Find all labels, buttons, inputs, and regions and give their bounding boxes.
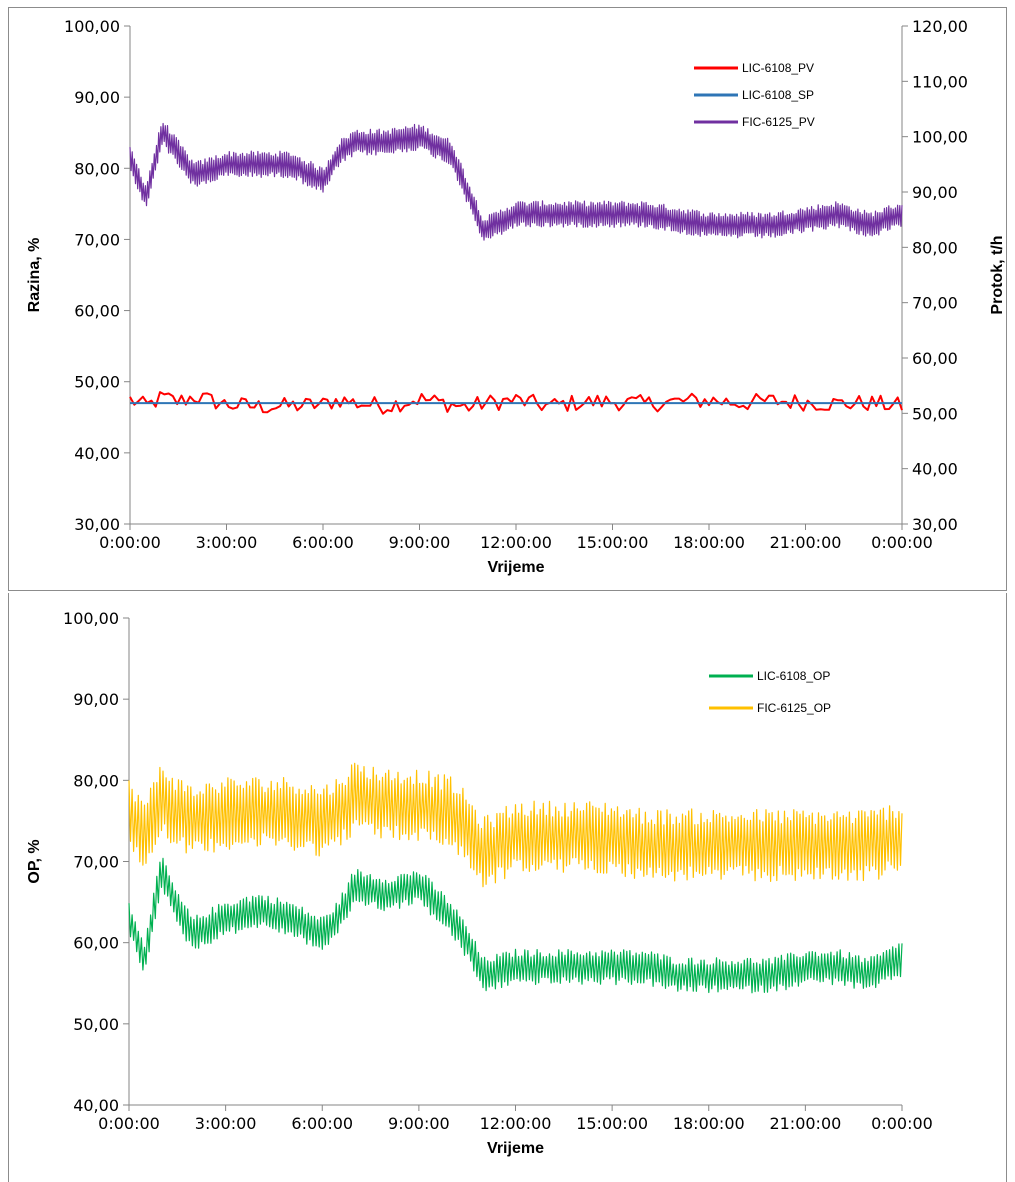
x-tick-label: 21:00:00 — [770, 533, 842, 552]
y2-tick-label: 70,00 — [912, 294, 958, 313]
y-tick-label: 90,00 — [73, 690, 119, 709]
chart-bottom: 40,00 50,00 60,00 70,00 80,00 90,00 100,00 0:00… — [8, 593, 1007, 1182]
y-tick-label: 70,00 — [73, 853, 119, 872]
legend-label: LIC-6108_PV — [742, 61, 814, 75]
series-line-lic-6108-pv — [129, 391, 903, 415]
series-line-lic-6108-op — [128, 857, 903, 994]
chart-top: 30,00 40,00 50,00 60,00 70,00 80,00 90,00 100,0… — [8, 7, 1007, 591]
y-tick-label: 60,00 — [74, 302, 120, 321]
y-axis-title: OP, % — [26, 839, 43, 883]
y-tick-label: 50,00 — [74, 373, 120, 392]
series-line-fic-6125-op — [128, 762, 903, 888]
y2-tick-label: 60,00 — [912, 349, 958, 368]
legend-label: LIC-6108_SP — [742, 88, 814, 102]
x-axis-title: Vrijeme — [487, 1140, 544, 1157]
x-tick-label: 3:00:00 — [196, 533, 258, 552]
y-tick-label: 100,00 — [64, 17, 120, 36]
x-tick-label: 3:00:00 — [195, 1114, 257, 1133]
x-tick-label: 6:00:00 — [292, 533, 354, 552]
y-tick-label: 50,00 — [73, 1015, 119, 1034]
x-tick-label: 9:00:00 — [388, 1114, 450, 1133]
y2-tick-label: 80,00 — [912, 238, 958, 257]
y2-tick-label: 90,00 — [912, 183, 958, 202]
chart-top-svg: 30,00 40,00 50,00 60,00 70,00 80,00 90,00 100,0… — [26, 17, 1006, 576]
y-tick-label: 60,00 — [73, 934, 119, 953]
y2-tick-label: 100,00 — [912, 128, 968, 147]
x-tick-label: 18:00:00 — [673, 1114, 745, 1133]
y-tick-label: 70,00 — [74, 230, 120, 249]
x-tick-label: 12:00:00 — [480, 1114, 552, 1133]
x-axis-title: Vrijeme — [488, 559, 545, 576]
y2-axis-title: Protok, t/h — [989, 235, 1006, 314]
x-tick-label: 9:00:00 — [389, 533, 451, 552]
y-tick-label: 40,00 — [73, 1096, 119, 1115]
x-tick-label: 15:00:00 — [577, 533, 649, 552]
y2-tick-label: 110,00 — [912, 72, 968, 91]
x-tick-label: 15:00:00 — [576, 1114, 648, 1133]
x-tick-label: 0:00:00 — [99, 533, 161, 552]
y2-tick-label: 30,00 — [912, 515, 958, 534]
y-axis-title: Razina, % — [26, 238, 43, 313]
x-tick-label: 21:00:00 — [769, 1114, 841, 1133]
y-tick-label: 80,00 — [74, 159, 120, 178]
series-line-fic-6125-pv — [129, 122, 903, 241]
x-tick-label: 0:00:00 — [871, 1114, 933, 1133]
y2-tick-label: 50,00 — [912, 404, 958, 423]
y-tick-label: 30,00 — [74, 515, 120, 534]
x-tick-label: 0:00:00 — [871, 533, 933, 552]
y-tick-label: 40,00 — [74, 444, 120, 463]
x-tick-label: 6:00:00 — [291, 1114, 353, 1133]
legend-label: FIC-6125_OP — [757, 701, 831, 715]
chart-bottom-svg: 40,00 50,00 60,00 70,00 80,00 90,00 100,00 0:00… — [26, 609, 933, 1157]
y2-tick-label: 40,00 — [912, 460, 958, 479]
legend-label: LIC-6108_OP — [757, 669, 830, 683]
y-tick-label: 80,00 — [73, 771, 119, 790]
x-tick-label: 18:00:00 — [673, 533, 745, 552]
y-tick-label: 100,00 — [63, 609, 119, 628]
legend-label: FIC-6125_PV — [742, 115, 815, 129]
y-tick-label: 90,00 — [74, 88, 120, 107]
y2-tick-label: 120,00 — [912, 17, 968, 36]
x-tick-label: 0:00:00 — [98, 1114, 160, 1133]
x-tick-label: 12:00:00 — [480, 533, 552, 552]
